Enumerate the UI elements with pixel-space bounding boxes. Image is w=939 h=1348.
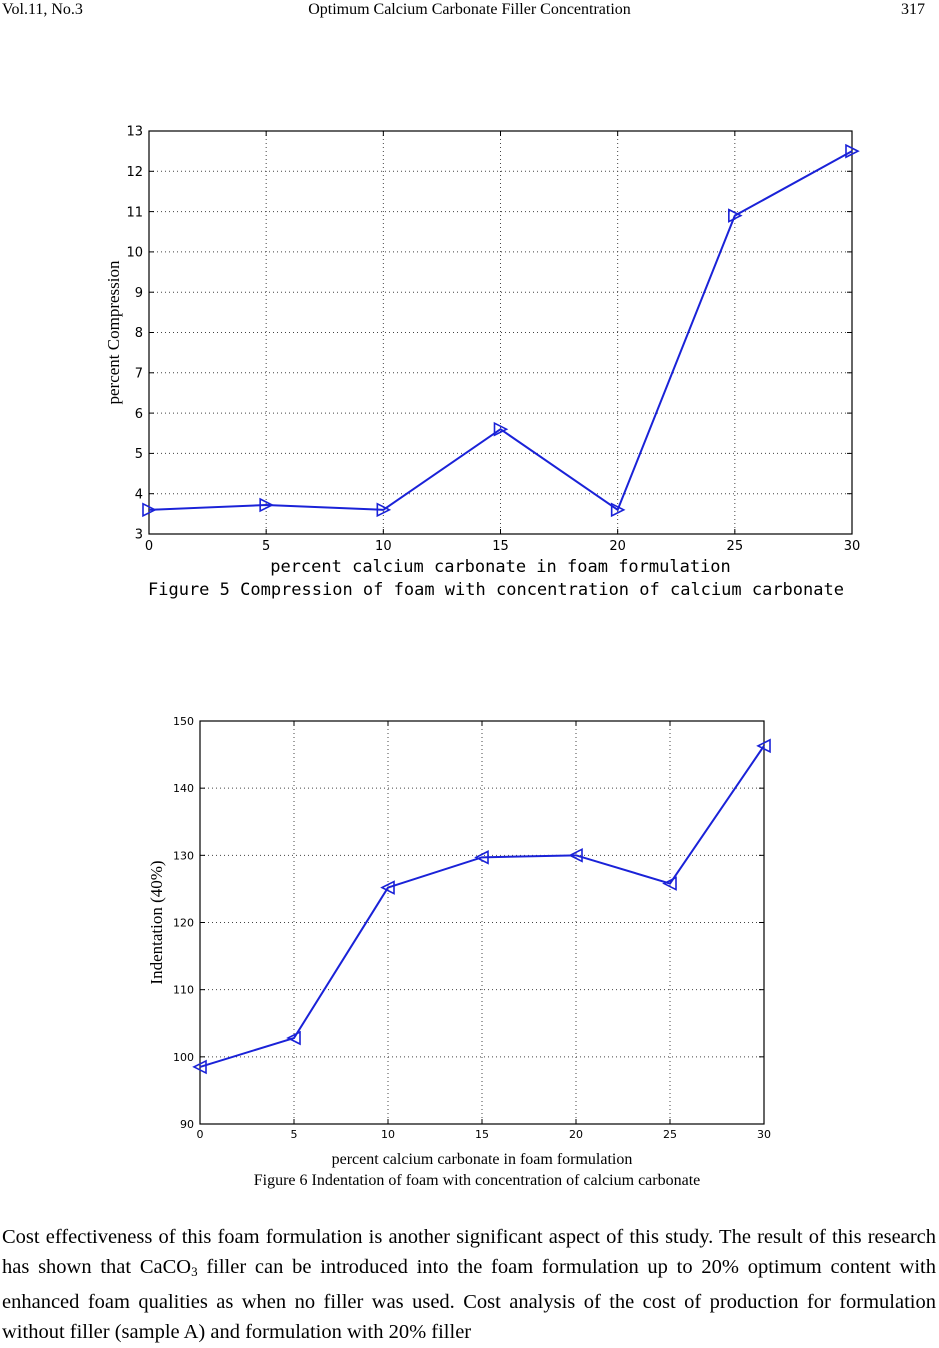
y-tick-label: 130	[173, 849, 194, 862]
y-tick-label: 10	[126, 246, 143, 261]
body-text-after: filler can be introduced into the foam f…	[2, 1256, 936, 1343]
y-tick-label: 9	[135, 286, 143, 301]
data-point-marker	[756, 738, 771, 754]
y-tick-label: 150	[173, 715, 194, 728]
figure-6-chart: 0 5 10 15 20 25 30 90 100 110 120 130 140 150 percent …	[147, 715, 771, 1189]
data-point-marker	[662, 876, 677, 891]
data-point-marker	[380, 880, 395, 895]
x-tick-label: 30	[844, 539, 861, 554]
x-tick-label: 10	[375, 539, 392, 554]
y-axis-label: Indentation (40%)	[147, 860, 166, 984]
body-paragraph: Cost effectiveness of this foam formulat…	[2, 1222, 936, 1347]
x-tick-label: 20	[569, 1128, 583, 1141]
x-tick-label: 15	[492, 539, 509, 554]
x-tick-label: 5	[262, 539, 270, 554]
y-tick-label: 7	[135, 366, 143, 381]
x-tick-label: 0	[197, 1128, 204, 1141]
y-tick-label: 110	[173, 984, 194, 997]
data-point-marker	[728, 208, 743, 223]
data-line	[199, 745, 765, 1068]
data-point-marker	[474, 850, 489, 865]
data-point-marker	[259, 497, 274, 513]
body-subscript: 3	[191, 1264, 198, 1279]
y-tick-label: 5	[135, 447, 143, 462]
x-tick-label: 5	[291, 1128, 298, 1141]
x-tick-label: 15	[475, 1128, 489, 1141]
y-tick-label: 100	[173, 1051, 194, 1064]
x-axis-label: percent calcium carbonate in foam formul…	[332, 1151, 633, 1168]
y-tick-label: 90	[180, 1118, 194, 1131]
y-tick-label: 120	[173, 916, 194, 929]
body-text-before: Cost effectiveness of this foam formulat…	[2, 1226, 936, 1278]
data-point-marker	[493, 421, 509, 437]
x-tick-label: 25	[727, 539, 744, 554]
data-point-marker	[845, 143, 860, 159]
header-volume: Vol.11, No.3	[2, 1, 83, 18]
header-page-number: 317	[901, 1, 925, 18]
data-line	[148, 150, 853, 512]
y-axis-label: percent Compression	[104, 260, 123, 404]
y-tick-label: 3	[135, 528, 143, 543]
x-tick-label: 0	[145, 539, 153, 554]
data-point-marker	[286, 1030, 301, 1046]
x-tick-label: 25	[663, 1128, 677, 1141]
data-point-marker	[610, 502, 626, 518]
x-tick-label: 10	[381, 1128, 395, 1141]
running-header: Vol.11, No.3 Optimum Calcium Carbonate F…	[0, 0, 939, 24]
data-point-marker	[568, 848, 583, 863]
figure-caption: Figure 6 Indentation of foam with concen…	[254, 1172, 701, 1189]
y-tick-label: 4	[135, 487, 143, 502]
x-axis-label: percent calcium carbonate in foam formul…	[270, 557, 731, 577]
y-tick-label: 6	[135, 407, 143, 422]
y-tick-label: 140	[173, 782, 194, 795]
figure-caption: Figure 5 Compression of foam with concen…	[148, 580, 844, 600]
x-tick-label: 20	[609, 539, 626, 554]
data-point-marker	[192, 1059, 207, 1075]
y-tick-label: 11	[126, 205, 143, 220]
data-point-marker	[376, 502, 392, 518]
y-tick-label: 13	[126, 125, 143, 140]
x-tick-label: 30	[757, 1128, 771, 1141]
figure-5-chart: 0 5 10 15 20 25 30 3 4 5 6 7 8 9 10 11 12 13 percent calci…	[104, 125, 861, 600]
y-tick-label: 8	[135, 326, 143, 341]
y-tick-label: 12	[126, 165, 143, 180]
data-point-marker	[142, 502, 157, 518]
header-title: Optimum Calcium Carbonate Filler Concent…	[308, 1, 631, 18]
